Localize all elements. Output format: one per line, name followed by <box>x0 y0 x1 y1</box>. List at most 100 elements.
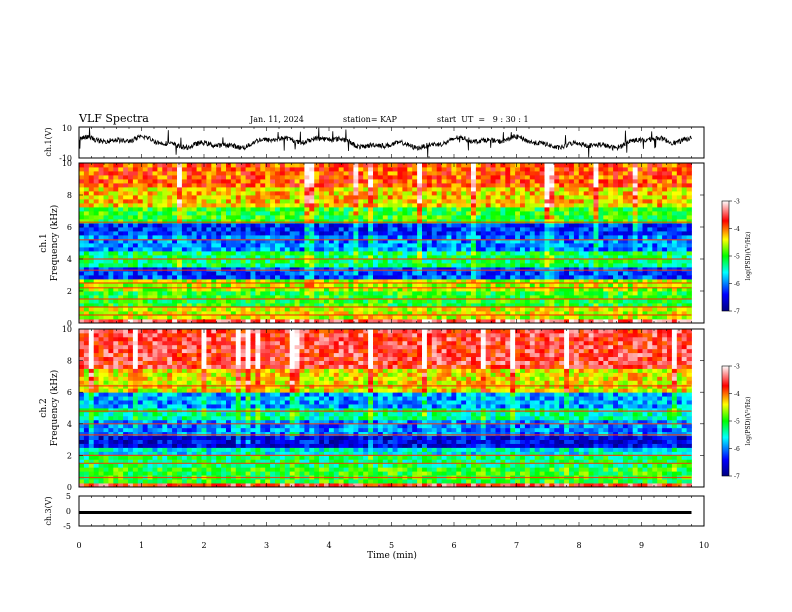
spectrogram-cell <box>461 215 467 220</box>
spectrogram-cell <box>240 259 246 264</box>
spectrogram-cell <box>152 319 158 324</box>
spectrogram-cell <box>667 215 673 220</box>
spectrogram-cell <box>642 203 648 208</box>
spectrogram-cell <box>304 279 310 284</box>
spectrogram-cell <box>603 279 609 284</box>
spectrogram-cell <box>368 175 374 180</box>
spectrogram-cell <box>603 247 609 252</box>
spectrogram-cell <box>490 295 496 300</box>
spectrogram-cell <box>475 319 482 324</box>
spectrogram-cell <box>211 247 217 252</box>
spectrogram-cell <box>618 207 624 212</box>
spectrogram-cell <box>412 283 418 288</box>
spectrogram-cell <box>235 283 242 288</box>
spectrogram-cell <box>657 211 663 216</box>
spectrogram-cell <box>333 259 340 264</box>
spectrogram-cell <box>544 191 550 196</box>
spectrogram-cell <box>186 195 193 200</box>
spectrogram-cell <box>147 247 153 252</box>
spectrogram-cell <box>328 263 335 268</box>
spectrogram-cell <box>436 263 442 268</box>
spectrogram-cell <box>627 315 634 320</box>
spectrogram-cell <box>319 231 325 236</box>
spectrogram-cell <box>686 271 692 276</box>
spectrogram-cell <box>118 171 124 176</box>
spectrogram-cell <box>275 167 281 172</box>
spectrogram-cell <box>108 267 114 272</box>
spectrogram-cell <box>627 259 634 264</box>
spectrogram-cell <box>598 235 604 240</box>
spectrogram-cell <box>686 227 692 232</box>
spectrogram-cell <box>132 231 139 236</box>
spectrogram-cell <box>671 251 678 256</box>
spectrogram-cell <box>230 179 237 184</box>
spectrogram-cell <box>226 227 232 232</box>
spectrogram-cell <box>88 295 95 300</box>
spectrogram-cell <box>407 235 413 240</box>
spectrogram-cell <box>216 251 222 256</box>
spectrogram-cell <box>382 307 389 312</box>
spectrogram-cell <box>490 191 496 196</box>
spectrogram-cell <box>412 263 418 268</box>
spectrogram-cell <box>618 171 624 176</box>
spectrogram-cell <box>319 319 325 324</box>
spectrogram-cell <box>475 175 482 180</box>
spectrogram-cell <box>358 319 364 324</box>
spectrogram-cell <box>539 291 545 296</box>
spectrogram-cell <box>132 255 139 260</box>
spectrogram-cell <box>79 287 85 292</box>
spectrogram-cell <box>402 187 408 192</box>
spectrogram-cell <box>671 203 678 208</box>
spectrogram-cell <box>529 291 536 296</box>
spectrogram-cell <box>147 291 153 296</box>
spectrogram-cell <box>309 263 315 268</box>
spectrogram-cell <box>113 199 119 204</box>
spectrogram-cell <box>490 259 496 264</box>
spectrogram-cell <box>524 199 531 204</box>
spectrogram-cell <box>103 319 109 324</box>
spectrogram-cell <box>466 243 472 248</box>
spectrogram-cell <box>412 219 418 224</box>
spectrogram-cell <box>368 223 374 228</box>
spectrogram-cell <box>564 175 570 180</box>
spectrogram-cell <box>103 163 109 168</box>
spectrogram-cell <box>289 271 295 276</box>
spectrogram-cell <box>426 223 433 228</box>
spectrogram-cell <box>230 279 237 284</box>
spectrogram-cell <box>230 311 237 316</box>
spectrogram-cell <box>328 183 335 188</box>
spectrogram-cell <box>113 311 119 316</box>
spectrogram-cell <box>446 167 452 172</box>
spectrogram-cell <box>162 303 168 308</box>
spectrogram-cell <box>583 307 589 312</box>
spectrogram-cell <box>627 187 634 192</box>
spectrogram-cell <box>534 311 540 316</box>
spectrogram-cell <box>230 215 237 220</box>
spectrogram-cell <box>132 271 139 276</box>
spectrogram-cell <box>446 207 452 212</box>
spectrogram-cell <box>686 223 692 228</box>
spectrogram-cell <box>564 291 570 296</box>
spectrogram-cell <box>387 179 393 184</box>
spectrogram-cell <box>172 255 178 260</box>
spectrogram-cell <box>618 291 624 296</box>
spectrogram-cell <box>475 167 482 172</box>
spectrogram-cell <box>485 171 491 176</box>
spectrogram-cell <box>88 211 95 216</box>
spectrogram-cell <box>137 259 144 264</box>
spectrogram-cell <box>510 275 516 280</box>
spectrogram-cell <box>451 279 457 284</box>
spectrogram-cell <box>382 227 389 232</box>
spectrogram-cell <box>681 279 687 284</box>
spectrogram-cell <box>113 259 119 264</box>
spectrogram-cell <box>676 183 683 188</box>
spectrogram-cell <box>539 191 545 196</box>
spectrogram-cell <box>559 275 565 280</box>
spectrogram-cell <box>426 235 433 240</box>
spectrogram-cell <box>529 203 536 208</box>
spectrogram-cell <box>128 179 134 184</box>
spectrogram-cell <box>147 275 153 280</box>
spectrogram-cell <box>137 195 144 200</box>
spectrogram-cell <box>353 267 359 272</box>
spectrogram-cell <box>544 219 550 224</box>
